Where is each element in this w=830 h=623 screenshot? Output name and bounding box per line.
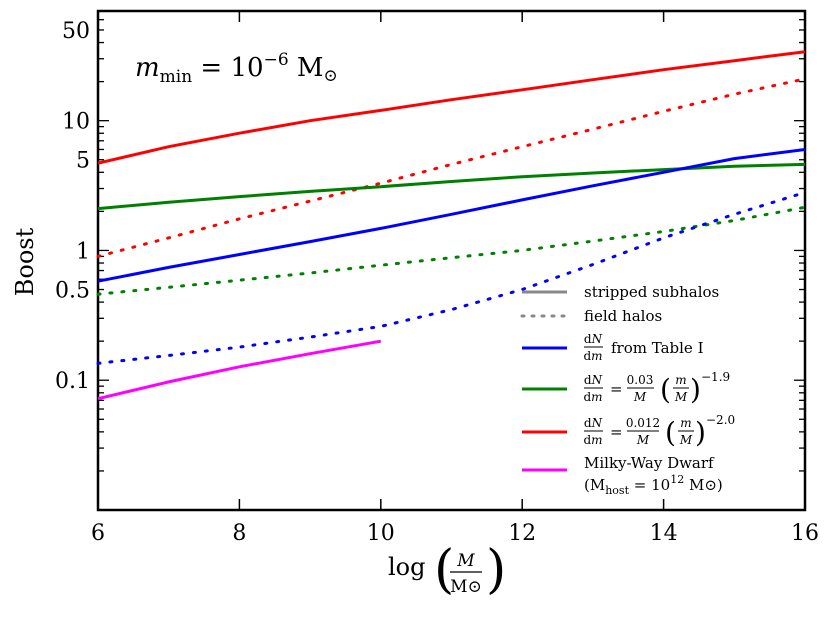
x-axis-title: log ( M M⊙ ) — [388, 540, 506, 600]
series-line-green-field — [96, 205, 807, 296]
svg-text:(: ( — [660, 373, 671, 406]
svg-text:dN: dN — [584, 373, 603, 387]
svg-text:M: M — [636, 433, 650, 447]
x-tick-label: 6 — [91, 521, 105, 546]
svg-text:): ) — [695, 416, 706, 449]
y-tick-label: 1 — [76, 239, 90, 264]
y-tick-label: 10 — [62, 110, 90, 135]
svg-text:from Table I: from Table I — [611, 339, 704, 357]
series-line-red-stripped — [97, 50, 806, 165]
series-line-milky-way-dwarf — [97, 339, 382, 401]
svg-text:=: = — [610, 423, 623, 441]
svg-text:−2.0: −2.0 — [706, 413, 735, 427]
series-line-blue-stripped — [97, 148, 806, 283]
svg-text:): ) — [690, 373, 701, 406]
svg-text:(: ( — [665, 416, 676, 449]
x-tick-label: 12 — [508, 521, 536, 546]
legend: stripped subhalos field halos dN dm from… — [520, 283, 735, 497]
svg-text:dm: dm — [583, 349, 602, 363]
plot-frame — [96, 9, 807, 512]
svg-text:dN: dN — [584, 416, 603, 430]
x-tick-label: 14 — [650, 521, 678, 546]
svg-text:M: M — [674, 390, 688, 404]
x-tick-label: 16 — [791, 521, 819, 546]
y-axis-title: Boost — [11, 227, 39, 296]
legend-label-green: dN dm = 0.03 M ( m M ) −1.9 — [583, 370, 730, 406]
x-title-denominator: M⊙ — [450, 577, 482, 597]
series-lines — [96, 50, 807, 401]
legend-label-field: field halos — [584, 307, 662, 325]
x-tick-label: 8 — [232, 521, 246, 546]
series-line-blue-field — [96, 190, 807, 365]
y-tick-label: 50 — [62, 19, 90, 44]
svg-text:log: log — [388, 553, 426, 581]
y-tick-label: 0.5 — [55, 279, 90, 304]
svg-text:M: M — [679, 433, 693, 447]
series-line-green-stripped — [97, 162, 806, 211]
svg-text:m: m — [675, 373, 686, 387]
y-tick-labels: 0.1 0.5 1 5 10 50 — [55, 19, 90, 394]
legend-label-red: dN dm = 0.012 M ( m M ) −2.0 — [583, 413, 735, 449]
svg-text:m: m — [680, 416, 691, 430]
svg-text:0.03: 0.03 — [627, 373, 654, 387]
x-tick-labels: 6 8 10 12 14 16 — [91, 521, 819, 546]
x-title-open-paren: ( — [434, 540, 454, 600]
svg-text:0.012: 0.012 — [626, 416, 660, 430]
legend-label-blue: dN dm from Table I — [583, 332, 703, 363]
legend-label-dwarf-line2: (Mhost = 1012 M⊙) — [584, 473, 723, 497]
svg-text:dm: dm — [583, 390, 602, 404]
svg-text:dm: dm — [583, 433, 602, 447]
svg-text:=: = — [610, 380, 623, 398]
axis-ticks — [97, 10, 806, 511]
x-title-numerator: M — [456, 551, 475, 571]
legend-label-dwarf-line1: Milky-Way Dwarf — [584, 454, 715, 472]
y-tick-label: 0.1 — [55, 369, 90, 394]
svg-text:−1.9: −1.9 — [701, 370, 730, 384]
y-tick-label: 5 — [76, 149, 90, 174]
legend-label-stripped: stripped subhalos — [584, 283, 719, 301]
x-tick-label: 10 — [367, 521, 395, 546]
x-title-close-paren: ) — [486, 540, 506, 600]
m-min-annotation: mmin = 10−6 M⊙ — [135, 50, 338, 87]
series-line-red-field — [96, 77, 807, 258]
svg-text:dN: dN — [584, 332, 603, 346]
svg-text:M: M — [633, 390, 647, 404]
